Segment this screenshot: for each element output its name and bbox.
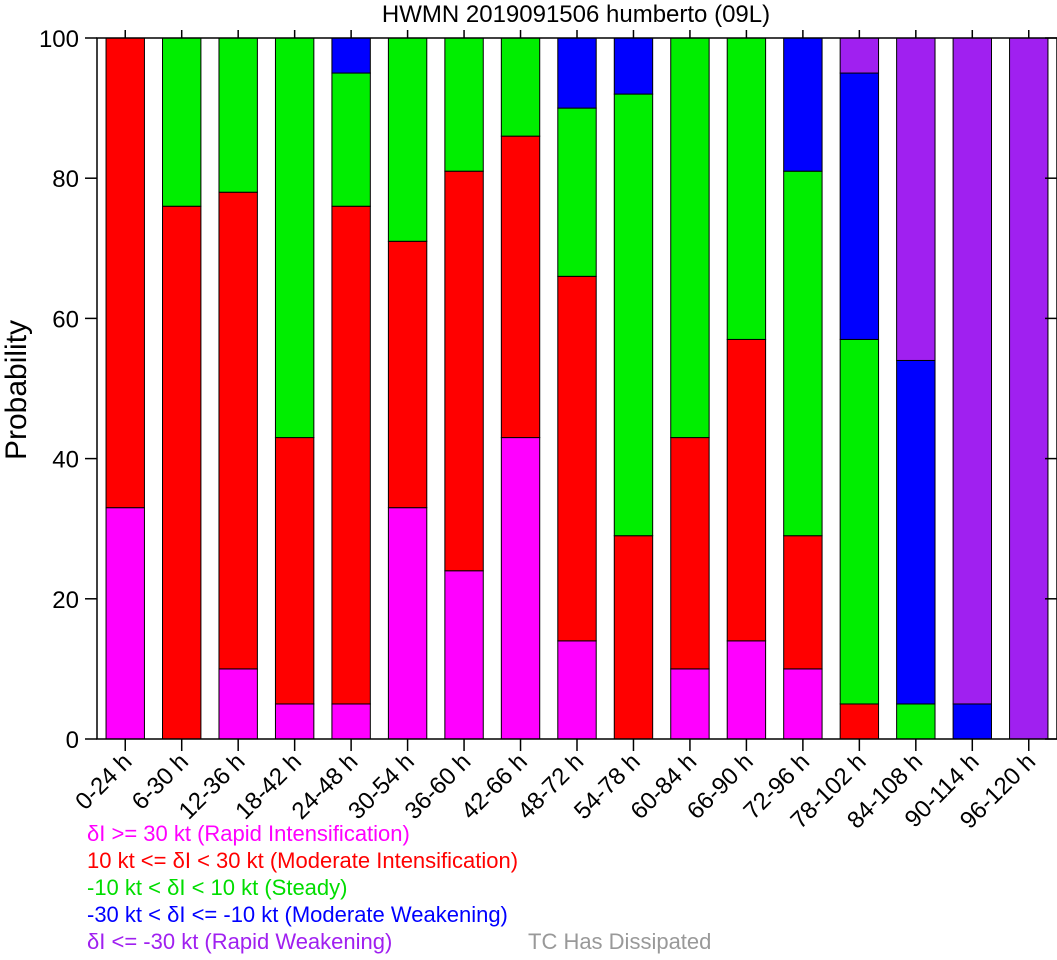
bar-segment-24-48h-s3: [331, 37, 371, 74]
chart-title: HWMN 2019091506 humberto (09L): [382, 1, 770, 28]
bar-segment-72-96h-s1: [783, 535, 823, 670]
bar-segment-0-24h-s0: [105, 507, 145, 740]
bar-segment-30-54h-s1: [387, 240, 428, 509]
legend-entry-rapid-intensification: δI >= 30 kt (Rapid Intensification): [87, 821, 410, 846]
bar-segment-90-114h-s3: [952, 703, 992, 740]
bar-segment-36-60h-s1: [444, 170, 484, 572]
y-tick-label: 80: [52, 166, 79, 193]
bar-segment-36-60h-s2: [444, 37, 484, 172]
bar-segment-72-96h-s3: [783, 37, 823, 172]
bar-segment-30-54h-s2: [387, 37, 428, 242]
bar-segment-6-30h-s2: [162, 37, 202, 207]
y-tick-label: 100: [39, 26, 79, 53]
legend-entry-steady: -10 kt < δI < 10 kt (Steady): [87, 875, 348, 900]
dissipated-note: TC Has Dissipated: [528, 929, 712, 954]
bar-segment-24-48h-s0: [331, 703, 371, 740]
bar-segment-72-96h-s0: [783, 668, 823, 740]
bar-segment-42-66h-s2: [500, 37, 541, 137]
legend-entry-rapid-weakening: δI <= -30 kt (Rapid Weakening): [87, 929, 393, 954]
bar-segment-54-78h-s1: [613, 535, 654, 740]
bar-segment-60-84h-s0: [670, 668, 710, 740]
bar-segment-6-30h-s1: [162, 205, 202, 740]
bar-segment-78-102h-s3: [839, 72, 880, 340]
bar-segment-24-48h-s2: [331, 72, 371, 207]
bar-segment-78-102h-s2: [839, 338, 880, 705]
bar-segment-78-102h-s1: [839, 703, 880, 740]
bar-segment-48-72h-s2: [557, 107, 597, 277]
bar-segment-12-36h-s1: [218, 191, 258, 670]
bar-segment-0-24h-s1: [105, 37, 145, 509]
y-tick-label: 40: [52, 447, 79, 474]
bar-segment-54-78h-s2: [613, 93, 654, 537]
bar-segment-24-48h-s1: [331, 205, 371, 705]
bars-group: [105, 37, 1049, 740]
bar-segment-66-90h-s0: [726, 640, 767, 740]
bar-segment-60-84h-s2: [670, 37, 710, 439]
bar-segment-18-42h-s1: [274, 437, 315, 705]
bar-segment-48-72h-s1: [557, 275, 597, 642]
bar-segment-96-120h-s4: [1009, 37, 1049, 740]
bar-segment-54-78h-s3: [613, 37, 654, 95]
bar-segment-48-72h-s0: [557, 640, 597, 740]
bar-segment-42-66h-s1: [500, 135, 541, 439]
x-ticks-group: 0-24 h6-30 h12-36 h18-42 h24-48 h30-54 h…: [70, 30, 1041, 834]
bar-segment-12-36h-s2: [218, 37, 258, 193]
y-tick-label: 0: [66, 727, 79, 754]
x-tick-label: 0-24 h: [70, 748, 137, 815]
bar-segment-48-72h-s3: [557, 37, 597, 109]
bar-segment-84-108h-s4: [896, 37, 936, 361]
bar-segment-72-96h-s2: [783, 170, 823, 537]
legend-entry-moderate-intensification: 10 kt <= δI < 30 kt (Moderate Intensific…: [87, 848, 519, 873]
y-tick-label: 60: [52, 306, 79, 333]
bar-segment-84-108h-s3: [896, 359, 936, 705]
y-tick-label: 20: [52, 587, 79, 614]
bar-segment-60-84h-s1: [670, 437, 710, 670]
bar-segment-42-66h-s0: [500, 437, 541, 740]
bar-segment-12-36h-s0: [218, 668, 258, 740]
bar-segment-90-114h-s4: [952, 37, 992, 705]
bar-segment-30-54h-s0: [387, 507, 428, 740]
legend-entry-moderate-weakening: -30 kt < δI <= -10 kt (Moderate Weakenin…: [87, 902, 508, 927]
bar-segment-66-90h-s1: [726, 338, 767, 642]
y-ticks-group: 0 20 40 60 80 100: [39, 26, 1057, 754]
bar-segment-36-60h-s0: [444, 570, 484, 740]
bar-segment-84-108h-s2: [896, 703, 936, 740]
bar-segment-78-102h-s4: [839, 37, 880, 74]
bar-segment-18-42h-s0: [274, 703, 315, 740]
y-axis-label: Probability: [0, 320, 33, 460]
bar-segment-18-42h-s2: [274, 37, 315, 439]
bar-segment-66-90h-s2: [726, 37, 767, 340]
